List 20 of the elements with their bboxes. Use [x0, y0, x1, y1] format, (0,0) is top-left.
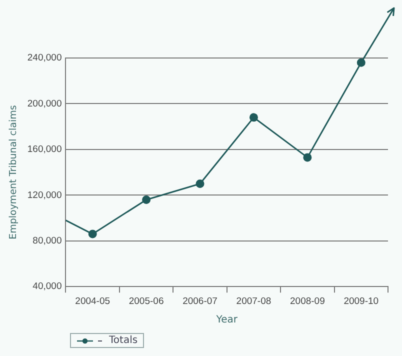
x-tick-label: 2005-06: [128, 296, 164, 307]
y-tick-label: 240,000: [27, 52, 62, 64]
y-axis-title: Employment Tribunal claims: [8, 105, 20, 240]
point: [196, 179, 204, 188]
x-tick-label: 2009-10: [344, 296, 379, 307]
x-tick-label: 2004-05: [75, 296, 110, 307]
x-tick-label: 2006-07: [182, 296, 218, 307]
point: [303, 153, 312, 162]
text: Totals: [109, 335, 138, 346]
point: [142, 195, 151, 204]
point: [249, 113, 258, 122]
x-tick-label: 2007-08: [236, 296, 272, 307]
y-tick-label: 160,000: [27, 144, 62, 156]
x-axis-title: Year: [215, 314, 238, 326]
y-tick-label: 200,000: [27, 98, 62, 110]
y-tick-label: 120,000: [27, 190, 62, 201]
x-tick-label: 2008-09: [290, 296, 325, 307]
point: [356, 58, 366, 67]
y-tick-label: 80,000: [32, 236, 62, 247]
y-tick-label: 40,000: [32, 281, 62, 292]
